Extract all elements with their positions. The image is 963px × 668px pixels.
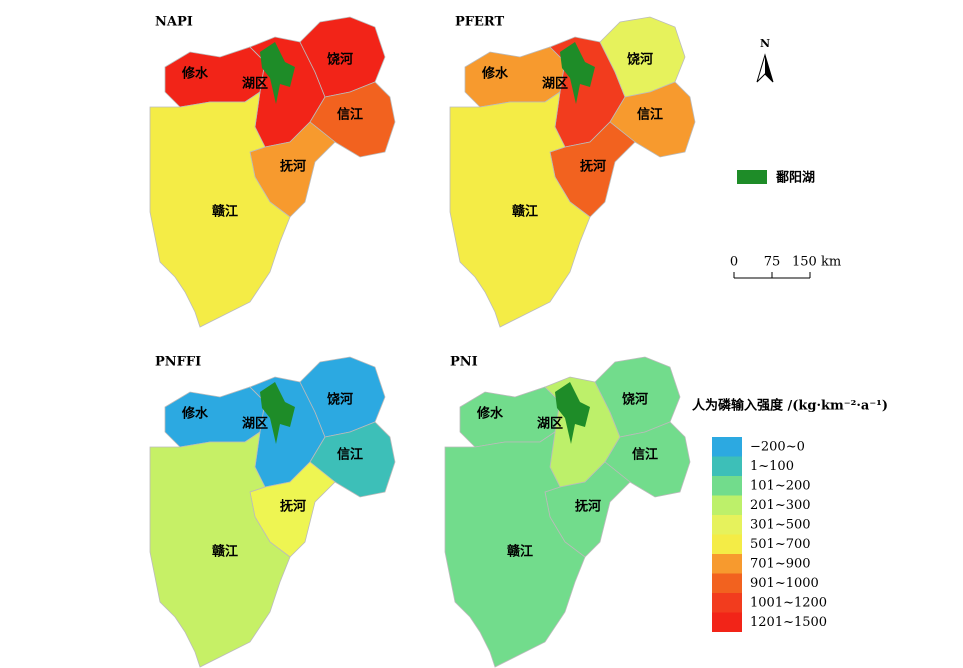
region	[149, 91, 291, 328]
region-label: 信江	[637, 107, 663, 123]
region-label: 湖区	[242, 417, 268, 432]
legend-label: 201~300	[750, 498, 811, 513]
north-label: N	[760, 37, 770, 50]
region-label: 修水	[181, 406, 209, 422]
region-label: 抚河	[280, 499, 306, 515]
legend-swatch	[712, 437, 742, 457]
region-label: 修水	[476, 406, 504, 422]
legend-swatch	[712, 612, 742, 632]
scale-label: 0	[730, 255, 738, 270]
region	[149, 431, 291, 668]
region-label: 赣江	[212, 544, 238, 560]
legend-label: 1~100	[750, 459, 794, 474]
legend-label: 501~700	[750, 537, 811, 552]
map-title: PNFFI	[155, 355, 201, 370]
lake-label: 鄱阳湖	[775, 170, 815, 186]
map-title: PFERT	[455, 15, 504, 30]
lake	[260, 382, 295, 444]
region	[444, 431, 586, 668]
legend-label: 1001~1200	[750, 596, 827, 611]
region-label: 湖区	[537, 417, 563, 432]
region-label: 赣江	[212, 204, 238, 220]
region-label: 湖区	[542, 77, 568, 92]
scale-bar	[733, 272, 811, 279]
region	[449, 91, 591, 328]
region-label: 饶河	[622, 392, 648, 408]
region-label: 赣江	[512, 204, 538, 220]
region-label: 饶河	[327, 52, 353, 68]
lake	[260, 42, 295, 104]
region	[299, 356, 386, 438]
region-label: 抚河	[280, 159, 306, 175]
scale-label: 75	[764, 255, 781, 270]
region-label: 修水	[181, 66, 209, 82]
lake	[555, 382, 590, 444]
map-title: PNI	[450, 355, 478, 370]
legend-swatch	[712, 573, 742, 593]
region-label: 赣江	[507, 544, 533, 560]
legend-label: 901~1000	[750, 576, 819, 591]
lake	[560, 42, 595, 104]
legend-swatch	[712, 534, 742, 554]
legend-swatch	[712, 593, 742, 613]
legend-label: 101~200	[750, 479, 811, 494]
legend-label: 1201~1500	[750, 615, 827, 630]
region-label: 抚河	[580, 159, 606, 175]
legend-swatch	[712, 456, 742, 476]
region	[299, 16, 386, 98]
region-label: 湖区	[242, 77, 268, 92]
region-label: 信江	[632, 447, 658, 463]
region-label: 信江	[337, 447, 363, 463]
north-arrow	[756, 53, 774, 83]
legend-label: −200~0	[750, 440, 805, 455]
region-label: 信江	[337, 107, 363, 123]
region-label: 饶河	[327, 392, 353, 408]
region-label: 抚河	[575, 499, 601, 515]
map-title: NAPI	[155, 15, 193, 30]
legend-label: 301~500	[750, 518, 811, 533]
scale-label: 150 km	[792, 255, 841, 270]
legend-swatch	[712, 476, 742, 496]
legend-swatch	[712, 495, 742, 515]
legend-swatch	[712, 554, 742, 574]
legend-label: 701~900	[750, 557, 811, 572]
legend-title: 人为磷输入强度 /(kg·km⁻²·a⁻¹)	[692, 398, 888, 414]
lake-swatch	[737, 170, 767, 184]
region-label: 饶河	[627, 52, 653, 68]
region	[599, 16, 686, 98]
region	[594, 356, 681, 438]
legend-swatch	[712, 515, 742, 535]
region-label: 修水	[481, 66, 509, 82]
